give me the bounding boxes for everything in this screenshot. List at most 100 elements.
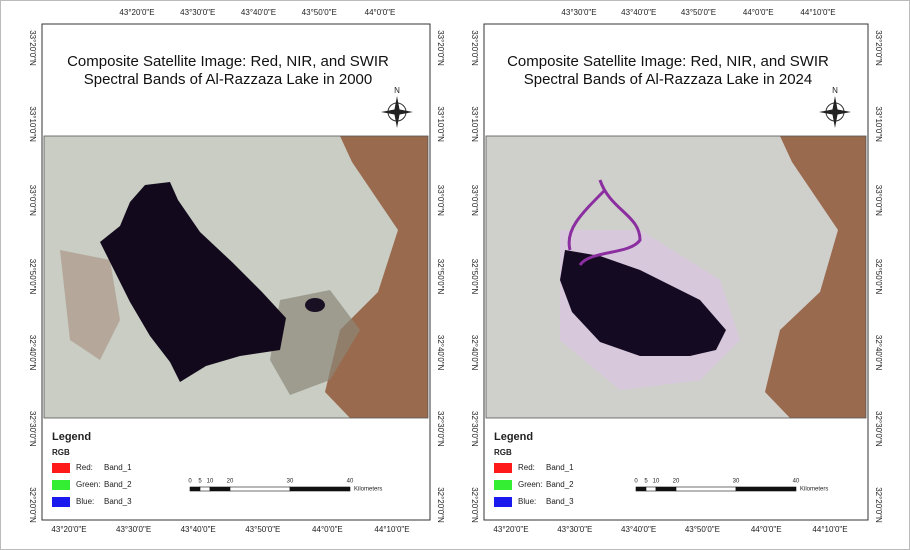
- north-label: N: [394, 86, 400, 95]
- map-title: Composite Satellite Image: Red, NIR, and…: [507, 53, 829, 70]
- lon-label: 43°40'0"E: [621, 8, 656, 17]
- lon-label: 43°30'0"E: [180, 8, 215, 17]
- lon-label: 43°40'0"E: [621, 525, 656, 534]
- scale-segment: [646, 487, 656, 491]
- legend-swatch: [52, 497, 70, 507]
- lat-label: 32°20'0"N: [28, 487, 37, 523]
- lon-label: 43°30'0"E: [561, 8, 596, 17]
- lon-label: 43°30'0"E: [116, 525, 151, 534]
- lat-label: 33°10'0"N: [436, 106, 445, 142]
- legend-band: Band_2: [546, 480, 574, 489]
- scale-segment: [190, 487, 200, 491]
- lon-label: 43°50'0"E: [685, 525, 720, 534]
- scale-segment: [636, 487, 646, 491]
- page: {"panels": [ {"title_lines": ["Composite…: [0, 0, 910, 550]
- lon-label: 43°50'0"E: [302, 8, 337, 17]
- scale-segment: [656, 487, 676, 491]
- map-image-2024: [486, 136, 866, 418]
- legend-swatch: [494, 497, 512, 507]
- scale-tick: 30: [287, 479, 294, 485]
- scale-segment: [210, 487, 230, 491]
- legend-channel: Red:: [76, 463, 93, 472]
- lon-label: 43°30'0"E: [557, 525, 592, 534]
- lon-label: 43°50'0"E: [681, 8, 716, 17]
- lat-label: 32°50'0"N: [436, 259, 445, 295]
- map-image-2000: [44, 136, 428, 418]
- lat-label: 32°40'0"N: [874, 335, 883, 371]
- lat-label: 32°20'0"N: [470, 487, 479, 523]
- scale-tick: 10: [207, 479, 214, 485]
- legend-channel: Green:: [518, 480, 542, 489]
- lat-label: 33°10'0"N: [470, 106, 479, 142]
- lon-label: 43°20'0"E: [119, 8, 154, 17]
- figure: Composite Satellite Image: Red, NIR, and…: [0, 0, 910, 550]
- lat-label: 32°50'0"N: [470, 259, 479, 295]
- lon-label: 44°0'0"E: [312, 525, 343, 534]
- legend-swatch: [494, 463, 512, 473]
- lon-label: 44°10'0"E: [800, 8, 835, 17]
- map-title: Spectral Bands of Al-Razzaza Lake in 202…: [524, 71, 813, 88]
- lat-label: 33°10'0"N: [28, 106, 37, 142]
- scale-tick: 40: [793, 479, 800, 485]
- lat-label: 33°20'0"N: [874, 30, 883, 66]
- lat-label: 33°0'0"N: [28, 185, 37, 216]
- lon-label: 44°0'0"E: [751, 525, 782, 534]
- scale-tick: 30: [733, 479, 740, 485]
- lon-label: 43°40'0"E: [181, 525, 216, 534]
- scale-unit: Kilometers: [354, 487, 382, 493]
- legend-group: RGB: [494, 448, 512, 457]
- scale-tick: 20: [227, 479, 234, 485]
- lat-label: 32°20'0"N: [874, 487, 883, 523]
- legend-swatch: [52, 480, 70, 490]
- lon-label: 44°0'0"E: [365, 8, 396, 17]
- pond: [305, 298, 325, 312]
- lon-label: 43°20'0"E: [51, 525, 86, 534]
- legend-channel: Blue:: [76, 497, 94, 506]
- lat-label: 32°40'0"N: [470, 335, 479, 371]
- lat-label: 32°30'0"N: [874, 411, 883, 447]
- legend-channel: Green:: [76, 480, 100, 489]
- lat-label: 33°0'0"N: [874, 185, 883, 216]
- legend-title: Legend: [494, 431, 533, 443]
- lat-label: 32°50'0"N: [874, 259, 883, 295]
- lat-label: 33°20'0"N: [470, 30, 479, 66]
- lon-label: 43°40'0"E: [241, 8, 276, 17]
- lat-label: 33°20'0"N: [28, 30, 37, 66]
- lat-label: 32°30'0"N: [470, 411, 479, 447]
- lon-label: 44°10'0"E: [374, 525, 409, 534]
- scale-segment: [200, 487, 210, 491]
- map-title: Composite Satellite Image: Red, NIR, and…: [67, 53, 389, 70]
- legend-channel: Red:: [518, 463, 535, 472]
- lat-label: 32°40'0"N: [28, 335, 37, 371]
- lon-label: 43°20'0"E: [493, 525, 528, 534]
- lon-label: 43°50'0"E: [245, 525, 280, 534]
- legend-swatch: [494, 480, 512, 490]
- lon-label: 44°0'0"E: [743, 8, 774, 17]
- north-label: N: [832, 86, 838, 95]
- legend-band: Band_3: [546, 497, 574, 506]
- scale-segment: [230, 487, 290, 491]
- legend-band: Band_1: [546, 463, 574, 472]
- legend-band: Band_3: [104, 497, 132, 506]
- scale-segment: [736, 487, 796, 491]
- lat-label: 32°30'0"N: [28, 411, 37, 447]
- scale-tick: 10: [653, 479, 660, 485]
- lat-label: 33°0'0"N: [436, 185, 445, 216]
- lat-label: 33°20'0"N: [436, 30, 445, 66]
- legend-title: Legend: [52, 431, 91, 443]
- scale-tick: 40: [347, 479, 354, 485]
- lat-label: 32°50'0"N: [28, 259, 37, 295]
- scale-segment: [676, 487, 736, 491]
- legend-swatch: [52, 463, 70, 473]
- scale-segment: [290, 487, 350, 491]
- lat-label: 32°30'0"N: [436, 411, 445, 447]
- lat-label: 32°20'0"N: [436, 487, 445, 523]
- scale-unit: Kilometers: [800, 487, 828, 493]
- lat-label: 32°40'0"N: [436, 335, 445, 371]
- map-title: Spectral Bands of Al-Razzaza Lake in 200…: [84, 71, 373, 88]
- lat-label: 33°0'0"N: [470, 185, 479, 216]
- lon-label: 44°10'0"E: [812, 525, 847, 534]
- legend-band: Band_2: [104, 480, 132, 489]
- scale-tick: 20: [673, 479, 680, 485]
- lat-label: 33°10'0"N: [874, 106, 883, 142]
